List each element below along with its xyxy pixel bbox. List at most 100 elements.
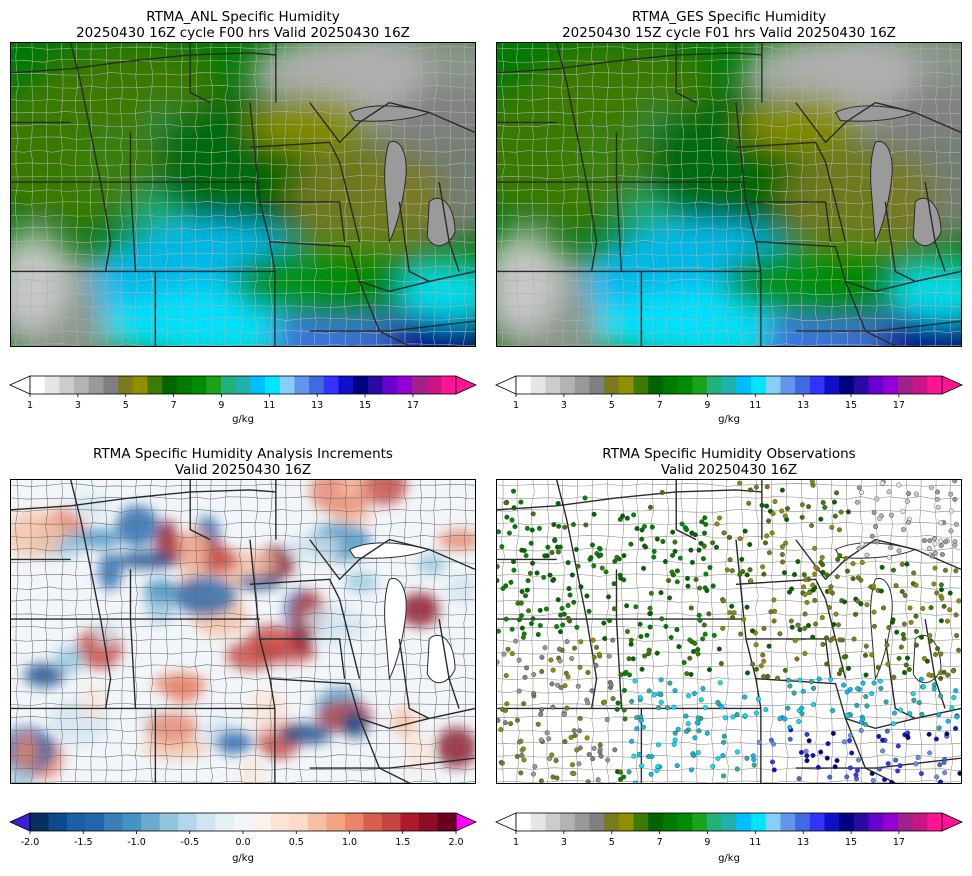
observation-point [706, 611, 712, 617]
observation-point [895, 743, 901, 749]
observation-point [744, 604, 750, 610]
observation-point [582, 495, 588, 501]
observation-point [799, 711, 805, 717]
observation-point [501, 651, 507, 657]
observation-point [544, 730, 550, 736]
observation-point [794, 656, 800, 662]
observation-point [860, 680, 866, 686]
observation-point [570, 522, 576, 527]
observation-point [806, 738, 812, 744]
observation-point [498, 727, 504, 733]
colorbar-under-triangle [9, 812, 31, 832]
colorbar-anl-unit: g/kg [232, 414, 254, 425]
observation-point [871, 680, 877, 686]
observation-point [928, 605, 934, 611]
observation-point [803, 748, 809, 754]
observation-point [684, 527, 690, 533]
observation-point [859, 559, 865, 565]
observation-point [716, 515, 722, 521]
observation-point [654, 650, 660, 656]
observation-point [879, 480, 885, 486]
observation-point [858, 728, 864, 734]
observation-point [891, 710, 897, 716]
observation-point [706, 667, 712, 673]
colorbar-tick-label: 17 [893, 400, 905, 411]
observation-point [937, 762, 943, 768]
colorbar-swatch [400, 813, 420, 831]
panel-title-inc-line1: RTMA Specific Humidity Analysis Incremen… [93, 446, 393, 462]
observation-point [574, 747, 580, 753]
observation-point [525, 578, 531, 584]
observation-point [500, 586, 506, 591]
observation-point [802, 625, 808, 631]
observation-point [697, 617, 703, 623]
observation-point [796, 719, 802, 724]
observation-point [783, 540, 789, 546]
observation-point [744, 572, 750, 578]
colorbar-swatch [88, 376, 104, 394]
panel-title-ges: RTMA_GES Specific Humidity 20250430 15Z … [496, 9, 962, 41]
observation-point [730, 714, 736, 720]
observation-point [938, 582, 944, 588]
observation-point [854, 767, 860, 773]
colorbar-swatch [30, 813, 50, 831]
colorbar-swatch [250, 376, 266, 394]
observation-point [550, 704, 556, 710]
observation-point [802, 591, 808, 597]
observation-point [761, 571, 767, 577]
observation-point [550, 577, 556, 583]
observation-point [886, 489, 892, 495]
observation-point [689, 559, 695, 565]
observation-point [747, 487, 753, 493]
observation-point [913, 582, 919, 588]
observation-point [518, 600, 524, 606]
observation-point [530, 616, 536, 622]
observation-point [577, 664, 583, 670]
observation-point [710, 763, 716, 769]
observation-point [890, 617, 896, 623]
observation-point [642, 653, 648, 659]
observation-point [564, 705, 570, 711]
observation-point [647, 624, 653, 630]
observation-point [781, 570, 787, 576]
observation-point [612, 747, 618, 753]
colorbar-tick-label: 9 [704, 400, 710, 411]
observation-point [831, 499, 837, 505]
observation-point [590, 637, 596, 643]
observation-point [910, 691, 916, 697]
observation-point [519, 625, 525, 631]
colorbar-swatch [912, 813, 928, 831]
observation-point [518, 770, 524, 776]
observation-point [628, 541, 634, 547]
observation-point [801, 572, 807, 578]
observation-point [549, 752, 555, 758]
observation-point [927, 545, 933, 551]
observation-point [720, 753, 726, 759]
observation-point [945, 718, 951, 724]
observation-point [671, 704, 677, 710]
observation-point [571, 728, 577, 734]
observation-point [753, 642, 759, 648]
observation-point [800, 688, 806, 694]
observation-point [915, 755, 921, 761]
observation-point [862, 652, 868, 658]
colorbar-tick-label: 5 [609, 837, 615, 848]
observation-point [602, 699, 608, 705]
observation-point [648, 771, 654, 777]
observation-point [813, 621, 819, 627]
observation-point [939, 595, 945, 601]
observation-point [938, 542, 944, 548]
observation-point [674, 579, 680, 585]
colorbar-obs: 1 3 5 7 9 11 13 15 17 [495, 809, 963, 848]
observation-point [546, 736, 552, 742]
colorbar-swatch [67, 813, 87, 831]
observation-point [704, 730, 710, 736]
observation-point [927, 538, 933, 544]
observation-point [522, 593, 528, 599]
observation-point [646, 647, 652, 653]
observation-point [797, 677, 803, 683]
observation-point [832, 513, 838, 519]
colorbar-swatch [677, 376, 693, 394]
observation-point [834, 758, 840, 764]
observation-point [901, 621, 907, 627]
